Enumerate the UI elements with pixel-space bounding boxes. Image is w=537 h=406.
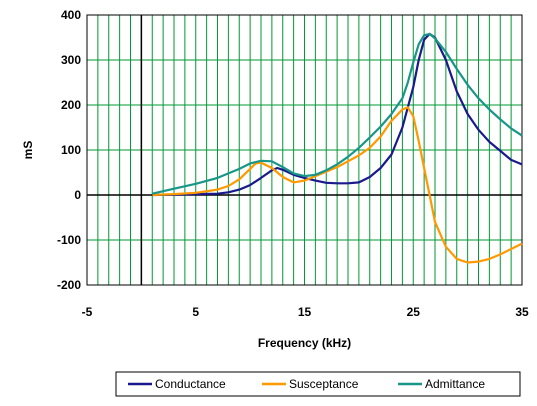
legend: Conductance Susceptance Admittance xyxy=(115,371,521,397)
series-line-susceptance xyxy=(152,106,523,264)
horizontal-gridlines xyxy=(87,59,522,241)
y-tick-label: 300 xyxy=(61,53,81,67)
y-tick-label: 200 xyxy=(61,98,81,112)
x-tick-label: 35 xyxy=(515,305,529,319)
y-tick-label: 0 xyxy=(74,188,81,202)
y-tick-label: 100 xyxy=(61,143,81,157)
legend-label-conductance: Conductance xyxy=(155,377,226,391)
legend-label-admittance: Admittance xyxy=(425,377,485,391)
plot-border xyxy=(86,14,523,286)
x-tick-label: 25 xyxy=(407,305,421,319)
series-layer xyxy=(152,32,523,264)
y-tick-label: -200 xyxy=(57,278,81,292)
series-line-conductance xyxy=(152,32,523,197)
x-tick-labels: -5 5 15 25 35 xyxy=(82,305,529,319)
x-tick-label: -5 xyxy=(82,305,93,319)
legend-box xyxy=(115,371,521,397)
y-tick-label: 400 xyxy=(61,8,81,22)
series-line-admittance xyxy=(152,32,523,195)
legend-label-susceptance: Susceptance xyxy=(289,377,359,391)
x-axis-title: Frequency (kHz) xyxy=(258,336,351,350)
x-tick-label: 5 xyxy=(192,305,199,319)
y-tick-label: -100 xyxy=(57,233,81,247)
y-tick-labels: -200 -100 0 100 200 300 400 xyxy=(57,8,81,292)
x-tick-label: 15 xyxy=(298,305,312,319)
y-axis-title: mS xyxy=(21,141,35,160)
